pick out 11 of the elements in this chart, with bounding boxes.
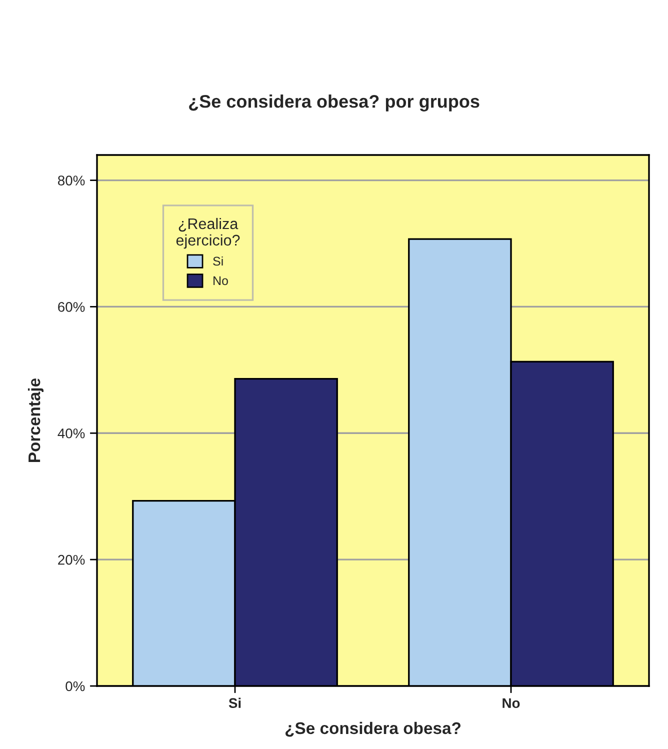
y-tick-label: 80%: [58, 176, 85, 186]
y-tick-label: 60%: [58, 302, 85, 312]
chart-title: ¿Se considera obesa? por grupos: [189, 94, 480, 112]
legend-label: Si: [213, 256, 223, 266]
x-axis-title: ¿Se considera obesa?: [285, 722, 461, 737]
y-tick-label: 40%: [58, 428, 85, 438]
y-tick-label: 20%: [58, 554, 85, 565]
y-tick-label: 0%: [66, 681, 85, 692]
y-axis-title: Porcentaje: [28, 378, 44, 462]
legend-title: ¿Realiza ejercicio?: [176, 218, 240, 249]
legend-label: No: [214, 276, 228, 286]
